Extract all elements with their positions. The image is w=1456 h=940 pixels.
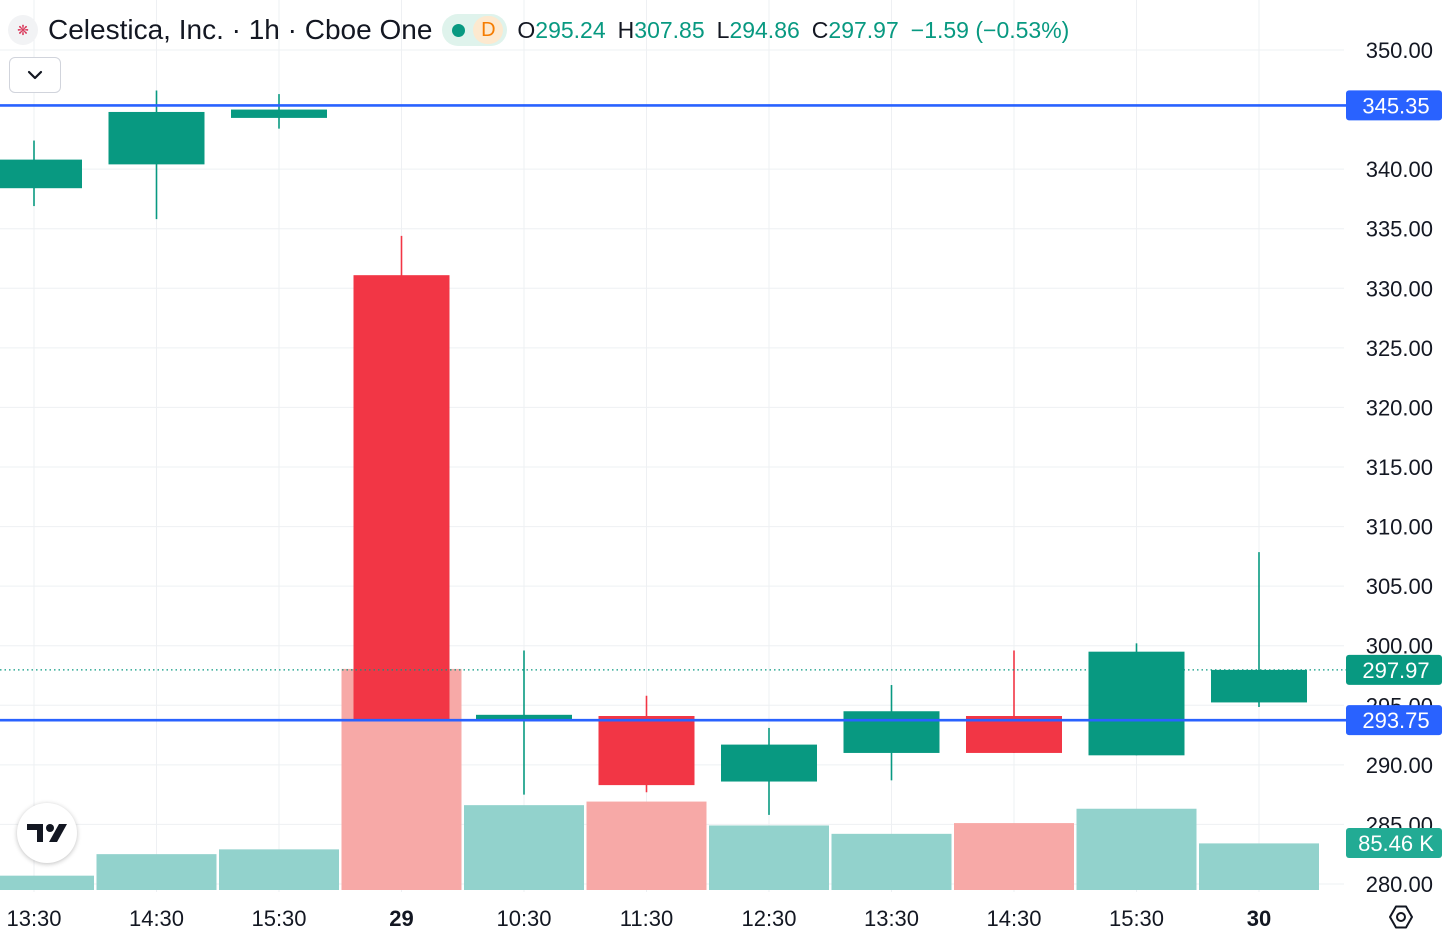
y-tick-label: 330.00 [1366,276,1433,301]
y-tick-label: 310.00 [1366,515,1433,540]
horizontal-line-price-badge: 293.75 [1346,705,1442,736]
candle-up [843,685,940,781]
candle-body [598,716,695,786]
volume-bar [1076,808,1197,890]
volume-series [0,668,1319,890]
candle-down [598,695,695,793]
chart-header: ❋ Celestica, Inc. · 1h · Cboe One D O295… [8,8,1069,52]
collapse-legend-button[interactable] [9,57,61,93]
volume-bar [219,849,339,890]
chevron-down-icon [27,70,43,80]
candle-up [721,727,817,815]
x-tick-label: 30 [1247,906,1271,931]
horizontal-line-price-badge: 345.35 [1346,90,1442,121]
y-tick-label: 340.00 [1366,157,1433,182]
candle-up [1088,643,1185,756]
ohlc-readout: O295.24 H307.85 L294.86 C297.97 −1.59 (−… [517,17,1069,44]
celestica-logo-icon: ❋ [8,15,38,45]
y-tick-label: 315.00 [1366,455,1433,480]
candle-down [353,235,450,721]
volume-bar [709,825,829,890]
candle-body [966,716,1062,753]
tradingview-logo-glyph [27,824,67,842]
delay-badge: D [473,16,504,44]
low-value: 294.86 [729,16,800,43]
volume-badge-text: 85.46 K [1358,831,1434,856]
x-tick-label: 13:30 [6,906,61,931]
volume-bar [586,801,707,890]
chart-settings-button[interactable] [1386,902,1416,932]
x-tick-label: 14:30 [129,906,184,931]
open-label: O [517,16,536,43]
candle-up [476,650,572,795]
close-label: C [811,16,829,43]
y-tick-label: 350.00 [1366,38,1433,63]
candle-body [1211,669,1307,703]
last-price-badge-text: 297.97 [1362,658,1429,683]
horizontal-line-price-badge-text: 345.35 [1362,93,1429,118]
y-axis: 350.00 340.00 335.00 330.00 325.00 320.00 315.… [1366,38,1433,897]
volume-badge: 85.46 K [1346,828,1442,858]
candle-up [108,90,205,220]
x-tick-label: 14:30 [986,906,1041,931]
x-tick-label: 13:30 [864,906,919,931]
high-value: 307.85 [634,16,705,43]
y-tick-label: 280.00 [1366,872,1433,897]
candle-body [0,159,82,189]
candle-down [966,650,1062,753]
volume-bar [831,833,952,890]
horizontal-line-price-badge-text: 293.75 [1362,708,1429,733]
gear-icon [1389,905,1413,929]
y-tick-label: 320.00 [1366,395,1433,420]
x-tick-label: 10:30 [496,906,551,931]
last-price-badge: 297.97 [1346,654,1442,685]
volume-bar [1199,843,1319,890]
candle-up [231,94,327,129]
x-tick-label: 11:30 [620,906,673,931]
volume-bar [954,823,1074,890]
open-value: 295.24 [535,16,606,43]
y-tick-label: 300.00 [1366,634,1433,659]
candle-body [353,275,450,721]
candle-body [1088,651,1185,756]
y-tick-label: 305.00 [1366,574,1433,599]
x-tick-label: 12:30 [741,906,796,931]
market-open-dot-icon [452,23,466,37]
candle-up [1211,552,1307,707]
x-tick-label: 29 [389,906,413,931]
y-tick-label: 325.00 [1366,336,1433,361]
last-price-badge-bg [1346,654,1442,685]
volume-bar [0,875,94,890]
y-tick-label: 335.00 [1366,217,1433,242]
symbol-title[interactable]: Celestica, Inc. · 1h · Cboe One [48,14,433,45]
change-value: −1.59 (−0.53%) [910,16,1070,43]
volume-bar [96,854,217,890]
x-axis: 13:30 14:30 15:30 29 10:30 11:30 12:30 13:30 14:… [6,906,1271,931]
high-label: H [617,16,635,43]
candle-body [843,711,940,753]
x-tick-label: 15:30 [1109,906,1164,931]
volume-bar [464,805,584,890]
candle-body [721,744,817,782]
candle-body [231,109,327,118]
market-status-pill[interactable]: D [442,14,508,46]
x-tick-label: 15:30 [251,906,306,931]
horizontal-line-price-badge-bg [1346,705,1442,736]
tradingview-logo-icon[interactable] [17,803,77,863]
candle-up [0,140,82,207]
close-value: 297.97 [828,16,899,43]
candle-series [0,90,1307,815]
low-label: L [716,16,730,43]
horizontal-line-price-badge-bg [1346,90,1442,121]
volume-badge-bg [1346,828,1442,858]
y-tick-label: 290.00 [1366,753,1433,778]
candle-body [108,111,205,165]
candle-body [476,714,572,720]
